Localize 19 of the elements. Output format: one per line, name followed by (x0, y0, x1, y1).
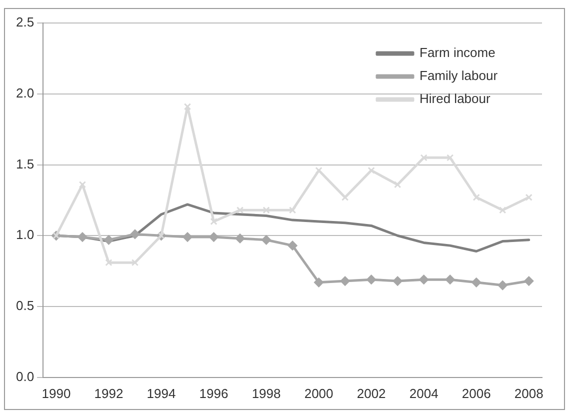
y-tick-label: 1.0 (16, 227, 34, 242)
x-tick-label: 1994 (146, 386, 176, 401)
x-tick-label: 1996 (199, 386, 228, 401)
legend-label: Farm income (420, 45, 496, 60)
y-tick-label: 0.0 (16, 368, 34, 384)
y-tick-label: 2.0 (16, 85, 34, 100)
x-tick-label: 1990 (42, 386, 71, 401)
y-tick-label: 0.5 (16, 298, 34, 314)
x-tick-label: 1998 (252, 386, 281, 401)
y-tick-label: 1.5 (16, 156, 34, 172)
x-tick-label: 2006 (462, 386, 491, 401)
x-tick-label: 2002 (356, 386, 386, 401)
x-tick-label: 2008 (514, 386, 544, 401)
x-tick-label: 2004 (409, 386, 438, 401)
x-tick-label: 2000 (304, 386, 334, 401)
legend-label: Hired labour (420, 91, 491, 106)
legend-label: Family labour (420, 68, 498, 84)
x-tick-label: 1992 (94, 386, 124, 401)
y-tick-label: 2.5 (16, 14, 34, 30)
